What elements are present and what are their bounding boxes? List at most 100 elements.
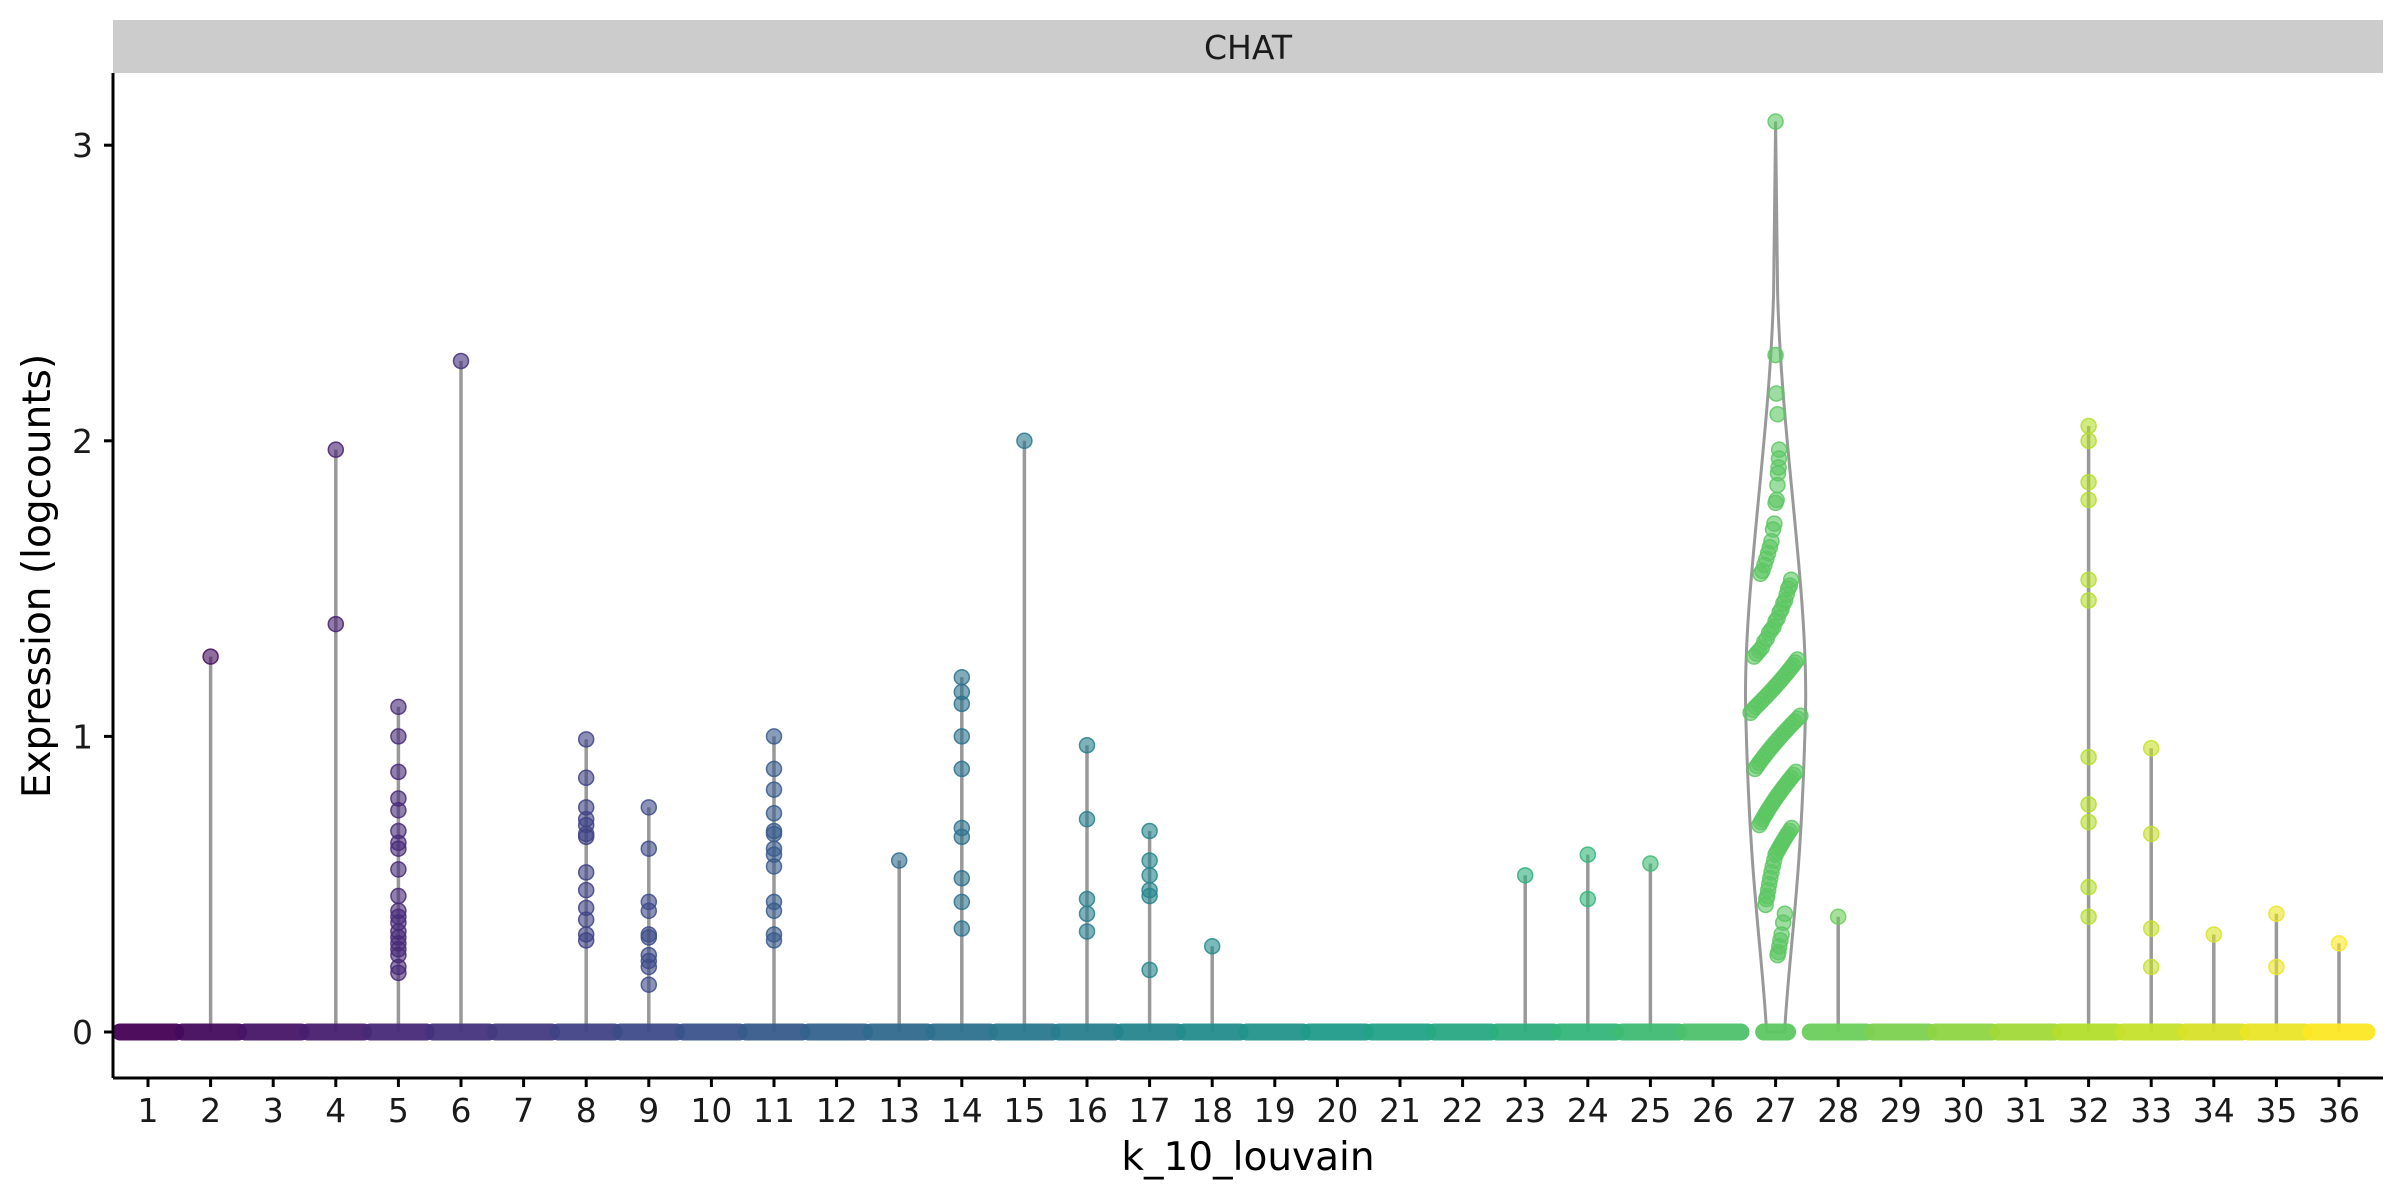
data-point [390, 964, 407, 982]
data-point [2080, 796, 2097, 813]
cluster-9 [640, 799, 658, 1032]
data-point [1516, 867, 1534, 884]
cluster-13 [890, 852, 908, 1032]
data-point [390, 698, 407, 716]
data-point [2080, 491, 2097, 509]
facet-title: CHAT [1204, 28, 1293, 67]
x-tick-label: 5 [388, 1091, 409, 1130]
data-point [765, 760, 783, 778]
data-point [1078, 905, 1096, 923]
x-tick-label: 4 [325, 1091, 346, 1130]
cluster-4 [327, 441, 345, 1032]
data-point [1829, 908, 1847, 925]
data-point [390, 840, 407, 857]
x-tick-label: 2 [200, 1091, 221, 1130]
cluster-16 [1078, 737, 1096, 1032]
x-tick-label: 25 [1629, 1091, 1671, 1130]
data-point [2268, 905, 2285, 923]
x-tick-label: 20 [1316, 1091, 1358, 1130]
cluster-35 [2268, 905, 2285, 1032]
data-point [640, 799, 658, 816]
data-point [765, 781, 783, 798]
x-tick-label: 36 [2318, 1091, 2360, 1130]
data-point [577, 828, 595, 846]
data-point [1746, 760, 1764, 778]
cluster-5 [390, 698, 407, 1032]
data-point [577, 932, 595, 949]
x-tick-label: 27 [1755, 1091, 1797, 1130]
data-point [953, 870, 971, 887]
data-point [577, 769, 595, 787]
data-point [2080, 908, 2097, 925]
cluster-8 [577, 731, 595, 1032]
data-point [390, 887, 407, 905]
data-point [953, 669, 971, 686]
x-tick-label: 15 [1003, 1091, 1045, 1130]
cluster-34 [2205, 926, 2223, 1032]
data-point [2080, 417, 2097, 435]
data-point [2080, 813, 2097, 831]
cluster-2 [202, 648, 219, 1032]
data-point [2080, 571, 2097, 588]
cluster-33 [2142, 739, 2160, 1032]
data-point [2142, 739, 2160, 757]
x-tick-label: 33 [2130, 1091, 2172, 1130]
cluster-27 [1742, 113, 1809, 1034]
y-axis-ticks: 0 1 2 3 [72, 126, 113, 1052]
data-point [1745, 648, 1763, 665]
data-point [1016, 432, 1033, 450]
data-point [2080, 432, 2097, 450]
y-tick-label: 2 [72, 422, 93, 461]
data-point [765, 805, 783, 822]
x-tick-label: 21 [1379, 1091, 1421, 1130]
data-point [765, 902, 783, 920]
data-point [1767, 346, 1784, 364]
x-tick-label: 24 [1567, 1091, 1609, 1130]
data-point [202, 648, 219, 665]
x-tick-label: 10 [690, 1091, 732, 1130]
x-tick-label: 12 [816, 1091, 858, 1130]
data-point [640, 976, 658, 993]
data-point [1078, 890, 1096, 908]
data-point [1579, 890, 1597, 908]
data-point [1078, 923, 1096, 940]
data-point [1768, 385, 1785, 402]
data-point [390, 861, 407, 878]
data-point [2142, 920, 2160, 937]
x-tick-label: 13 [878, 1091, 920, 1130]
data-point [765, 858, 783, 875]
data-point [1742, 704, 1759, 722]
violin-outline [1743, 121, 1808, 1034]
data-point [390, 763, 407, 781]
data-point [2142, 825, 2160, 843]
y-axis-title: Expression (logcounts) [15, 354, 60, 798]
data-point [2142, 958, 2160, 976]
data-point [577, 864, 595, 881]
x-tick-label: 17 [1129, 1091, 1171, 1130]
data-point [2080, 473, 2097, 491]
x-tick-label: 35 [2255, 1091, 2297, 1130]
data-point [2080, 878, 2097, 896]
data-point [577, 881, 595, 899]
data-point [1752, 565, 1769, 583]
data-point [1767, 113, 1784, 130]
cluster-18 [1203, 938, 1221, 1032]
cluster-25 [1642, 855, 1659, 1032]
x-tick-label: 14 [941, 1091, 983, 1130]
data-point [2268, 958, 2285, 976]
data-point [1751, 816, 1768, 834]
x-tick-label: 23 [1504, 1091, 1546, 1130]
x-tick-label: 3 [263, 1091, 284, 1130]
data-point [577, 911, 595, 928]
data-point [1767, 494, 1784, 512]
data-point [953, 695, 971, 713]
data-point [327, 615, 345, 633]
data-point [765, 932, 783, 949]
data-point [953, 828, 971, 846]
data-point [577, 731, 595, 748]
data-point [1078, 737, 1096, 754]
x-tick-label: 8 [576, 1091, 597, 1130]
cluster-15 [1016, 432, 1033, 1032]
data-point [1078, 810, 1096, 828]
